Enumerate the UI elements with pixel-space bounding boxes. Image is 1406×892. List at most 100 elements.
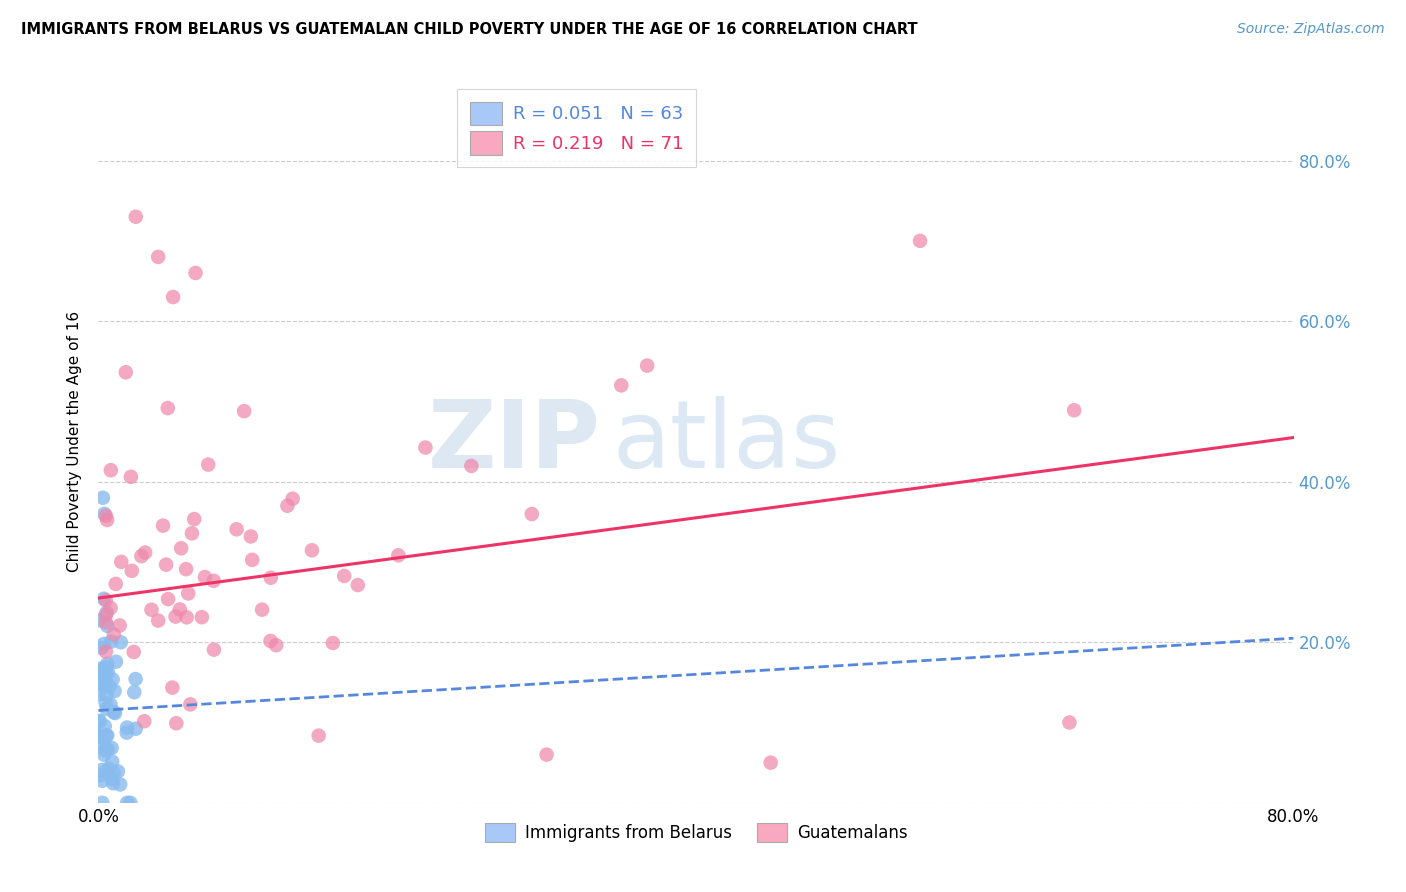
Point (90, 661, 112, 675)
Point (250, 602, 273, 616)
Point (122, 685, 145, 699)
Point (90, 640, 112, 655)
Point (89, 714, 111, 728)
Point (101, 673, 124, 687)
Point (176, 610, 198, 624)
Point (281, 491, 304, 506)
Point (240, 553, 263, 567)
Point (94, 508, 117, 523)
Point (94, 660, 117, 674)
Point (108, 777, 131, 791)
Point (103, 765, 125, 780)
Point (96, 702, 118, 716)
Point (115, 725, 138, 739)
Point (89, 664, 111, 678)
Point (91, 667, 114, 681)
Point (122, 645, 145, 659)
Point (101, 772, 124, 787)
Point (120, 796, 142, 810)
Point (156, 401, 179, 416)
Point (194, 570, 217, 584)
Point (97, 742, 120, 756)
Point (141, 603, 163, 617)
Point (134, 545, 156, 559)
Point (520, 507, 543, 521)
Point (191, 610, 214, 624)
Point (225, 522, 247, 536)
Point (115, 796, 138, 810)
Point (93, 678, 115, 692)
Point (1059, 715, 1081, 730)
Point (183, 512, 205, 526)
Point (759, 756, 782, 770)
Point (94, 673, 117, 687)
Point (93, 747, 115, 762)
Point (346, 578, 368, 592)
Point (96, 606, 118, 620)
Point (170, 541, 193, 556)
Point (202, 642, 225, 657)
Point (87, 613, 110, 627)
Point (125, 722, 148, 736)
Point (174, 562, 197, 576)
Point (101, 755, 124, 769)
Point (233, 404, 256, 418)
Point (94, 743, 117, 757)
Point (125, 210, 148, 224)
Point (107, 764, 129, 779)
Point (91, 773, 114, 788)
Point (322, 636, 344, 650)
Point (89, 728, 111, 742)
Point (100, 463, 122, 477)
Point (131, 549, 153, 563)
Point (110, 635, 132, 649)
Point (162, 681, 184, 695)
Point (162, 290, 184, 304)
Point (100, 601, 122, 615)
Point (197, 458, 219, 472)
Point (179, 698, 201, 712)
Y-axis label: Child Poverty Under the Age of 16: Child Poverty Under the Age of 16 (67, 311, 83, 572)
Point (104, 577, 127, 591)
Point (239, 529, 262, 543)
Legend: Immigrants from Belarus, Guatemalans: Immigrants from Belarus, Guatemalans (478, 816, 914, 848)
Point (89, 714, 111, 729)
Point (180, 526, 202, 541)
Point (104, 655, 127, 669)
Point (333, 569, 356, 583)
Point (536, 747, 558, 762)
Point (93, 737, 115, 751)
Point (97, 665, 120, 680)
Point (610, 378, 633, 392)
Point (103, 684, 125, 698)
Point (94, 615, 117, 630)
Text: Source: ZipAtlas.com: Source: ZipAtlas.com (1237, 22, 1385, 37)
Point (98, 680, 121, 694)
Point (90, 731, 112, 745)
Point (90, 768, 112, 782)
Point (110, 555, 132, 569)
Point (259, 634, 281, 648)
Point (96, 728, 118, 742)
Point (96, 619, 118, 633)
Point (93, 507, 115, 521)
Point (96, 657, 118, 671)
Point (115, 721, 138, 735)
Point (87, 729, 110, 743)
Point (308, 729, 330, 743)
Point (100, 634, 122, 648)
Text: ZIP: ZIP (427, 395, 600, 488)
Point (124, 672, 146, 686)
Point (120, 470, 142, 484)
Point (100, 698, 122, 712)
Point (169, 602, 191, 616)
Point (100, 741, 122, 756)
Point (103, 627, 125, 641)
Point (94, 644, 117, 658)
Point (96, 513, 118, 527)
Point (108, 618, 131, 632)
Point (148, 250, 170, 264)
Point (202, 574, 225, 588)
Point (114, 365, 136, 379)
Point (94, 719, 117, 733)
